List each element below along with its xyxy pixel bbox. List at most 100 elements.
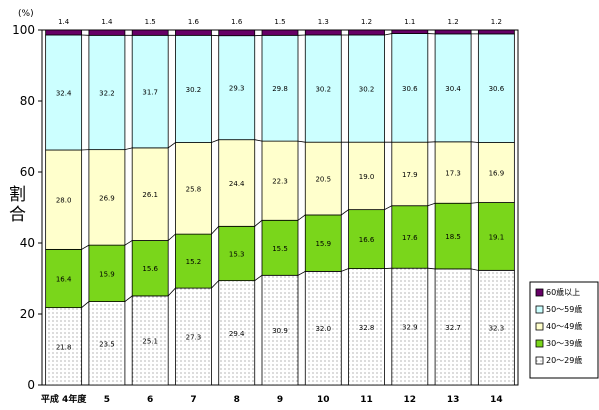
y-tick-label: 60 xyxy=(20,165,35,179)
x-tick-label: 14 xyxy=(490,395,503,405)
bar-segment xyxy=(261,274,299,386)
bar-segment xyxy=(131,147,169,241)
bar-segment xyxy=(131,240,169,297)
y-tick-label: 20 xyxy=(20,307,35,321)
bar-segment xyxy=(218,225,256,282)
bar-segment xyxy=(131,295,169,386)
data-label: 25.8 xyxy=(186,185,202,193)
bar-segment xyxy=(175,287,212,386)
x-axis: 平成 4年度 5 6 7 8 9 10 11 12 13 14 xyxy=(41,393,503,405)
data-label: 30.2 xyxy=(315,86,331,94)
bar-segment xyxy=(261,29,299,36)
data-label: 29.3 xyxy=(229,85,245,93)
bar-segment xyxy=(218,280,256,386)
data-label: 19.1 xyxy=(489,233,505,241)
data-label: 32.8 xyxy=(359,324,375,332)
legend-swatch xyxy=(535,356,544,365)
data-label: 24.4 xyxy=(229,180,245,188)
data-label: 1.1 xyxy=(404,18,415,26)
bar-segment xyxy=(434,29,472,35)
bar-segment xyxy=(348,141,385,211)
x-tick-label: 8 xyxy=(234,395,240,405)
data-label: 1.6 xyxy=(231,18,243,26)
bar-segment xyxy=(88,244,126,302)
data-label: 32.4 xyxy=(56,89,72,97)
data-label: 15.9 xyxy=(99,270,115,278)
data-label: 15.9 xyxy=(315,240,331,248)
bar-segment xyxy=(45,307,83,386)
bar-segment xyxy=(391,29,429,34)
bar-segment xyxy=(391,205,429,269)
data-label: 31.7 xyxy=(142,89,158,97)
bar-segment xyxy=(88,34,126,151)
x-tick-label: 7 xyxy=(190,395,196,405)
x-tick-label: 10 xyxy=(317,395,330,405)
legend-swatch xyxy=(535,322,544,331)
x-tick-label: 12 xyxy=(404,395,417,405)
y-tick-label: 80 xyxy=(20,94,35,108)
data-label: 25.1 xyxy=(142,337,158,345)
bar-segment xyxy=(45,29,83,36)
bar-segment xyxy=(45,34,83,151)
y-tick-label: 100 xyxy=(12,23,35,37)
bar-segment xyxy=(218,139,256,227)
data-label: 19.0 xyxy=(359,173,375,181)
y-axis-label-char: 割 xyxy=(9,185,26,205)
data-label: 1.4 xyxy=(58,18,70,26)
data-label: 1.6 xyxy=(188,18,200,26)
data-label: 30.6 xyxy=(402,85,418,93)
x-tick-label: 13 xyxy=(447,395,460,405)
legend-swatch xyxy=(535,305,544,314)
legend-label: 20～29歳 xyxy=(546,355,582,365)
bar-segment xyxy=(348,209,385,269)
data-label: 30.9 xyxy=(272,327,288,335)
data-label: 15.2 xyxy=(186,258,202,266)
bar-segment xyxy=(434,141,472,204)
data-label: 29.4 xyxy=(229,330,245,338)
data-label: 1.2 xyxy=(361,18,372,26)
data-label: 30.6 xyxy=(489,85,505,93)
data-label: 28.0 xyxy=(56,197,72,205)
legend-label: 30～39歳 xyxy=(546,338,582,348)
data-label: 30.4 xyxy=(445,85,461,93)
x-tick-label: 9 xyxy=(277,395,283,405)
bar-segment xyxy=(261,34,299,142)
bar-segment xyxy=(477,33,515,143)
data-label: 32.9 xyxy=(402,324,418,332)
bar-segment xyxy=(131,29,169,36)
data-label: 15.5 xyxy=(272,245,288,253)
data-label: 17.3 xyxy=(445,170,461,178)
bar-segment xyxy=(88,301,126,386)
data-label: 1.3 xyxy=(318,18,329,26)
x-tick-label: 6 xyxy=(147,395,153,405)
bar-segment xyxy=(261,140,299,221)
bar-segment xyxy=(477,29,515,35)
bar-segment xyxy=(391,267,429,386)
data-label: 21.8 xyxy=(56,343,72,351)
data-label: 26.9 xyxy=(99,194,115,202)
data-label: 29.8 xyxy=(272,85,288,93)
bar-segment xyxy=(175,29,212,36)
x-tick-label: 5 xyxy=(104,395,110,405)
bar-segment xyxy=(348,34,385,143)
y-axis-label-char: 合 xyxy=(9,205,26,225)
data-label: 16.9 xyxy=(489,170,505,178)
bar-segment xyxy=(477,142,515,203)
legend-label: 60歳以上 xyxy=(546,287,580,297)
legend-swatch xyxy=(535,288,544,297)
data-label: 26.1 xyxy=(142,191,158,199)
data-label: 30.2 xyxy=(359,86,375,94)
data-label: 1.2 xyxy=(448,18,459,26)
bar-segment xyxy=(175,233,212,289)
data-label: 1.5 xyxy=(145,18,156,26)
data-label: 32.7 xyxy=(445,324,461,332)
data-label: 32.2 xyxy=(99,89,115,97)
data-label: 15.6 xyxy=(142,265,158,273)
data-label: 1.4 xyxy=(101,18,113,26)
bar-segment xyxy=(434,202,472,270)
x-tick-label: 11 xyxy=(360,395,373,405)
data-label: 17.6 xyxy=(402,234,418,242)
bar-segment xyxy=(348,29,385,36)
bar-segment xyxy=(218,29,256,37)
